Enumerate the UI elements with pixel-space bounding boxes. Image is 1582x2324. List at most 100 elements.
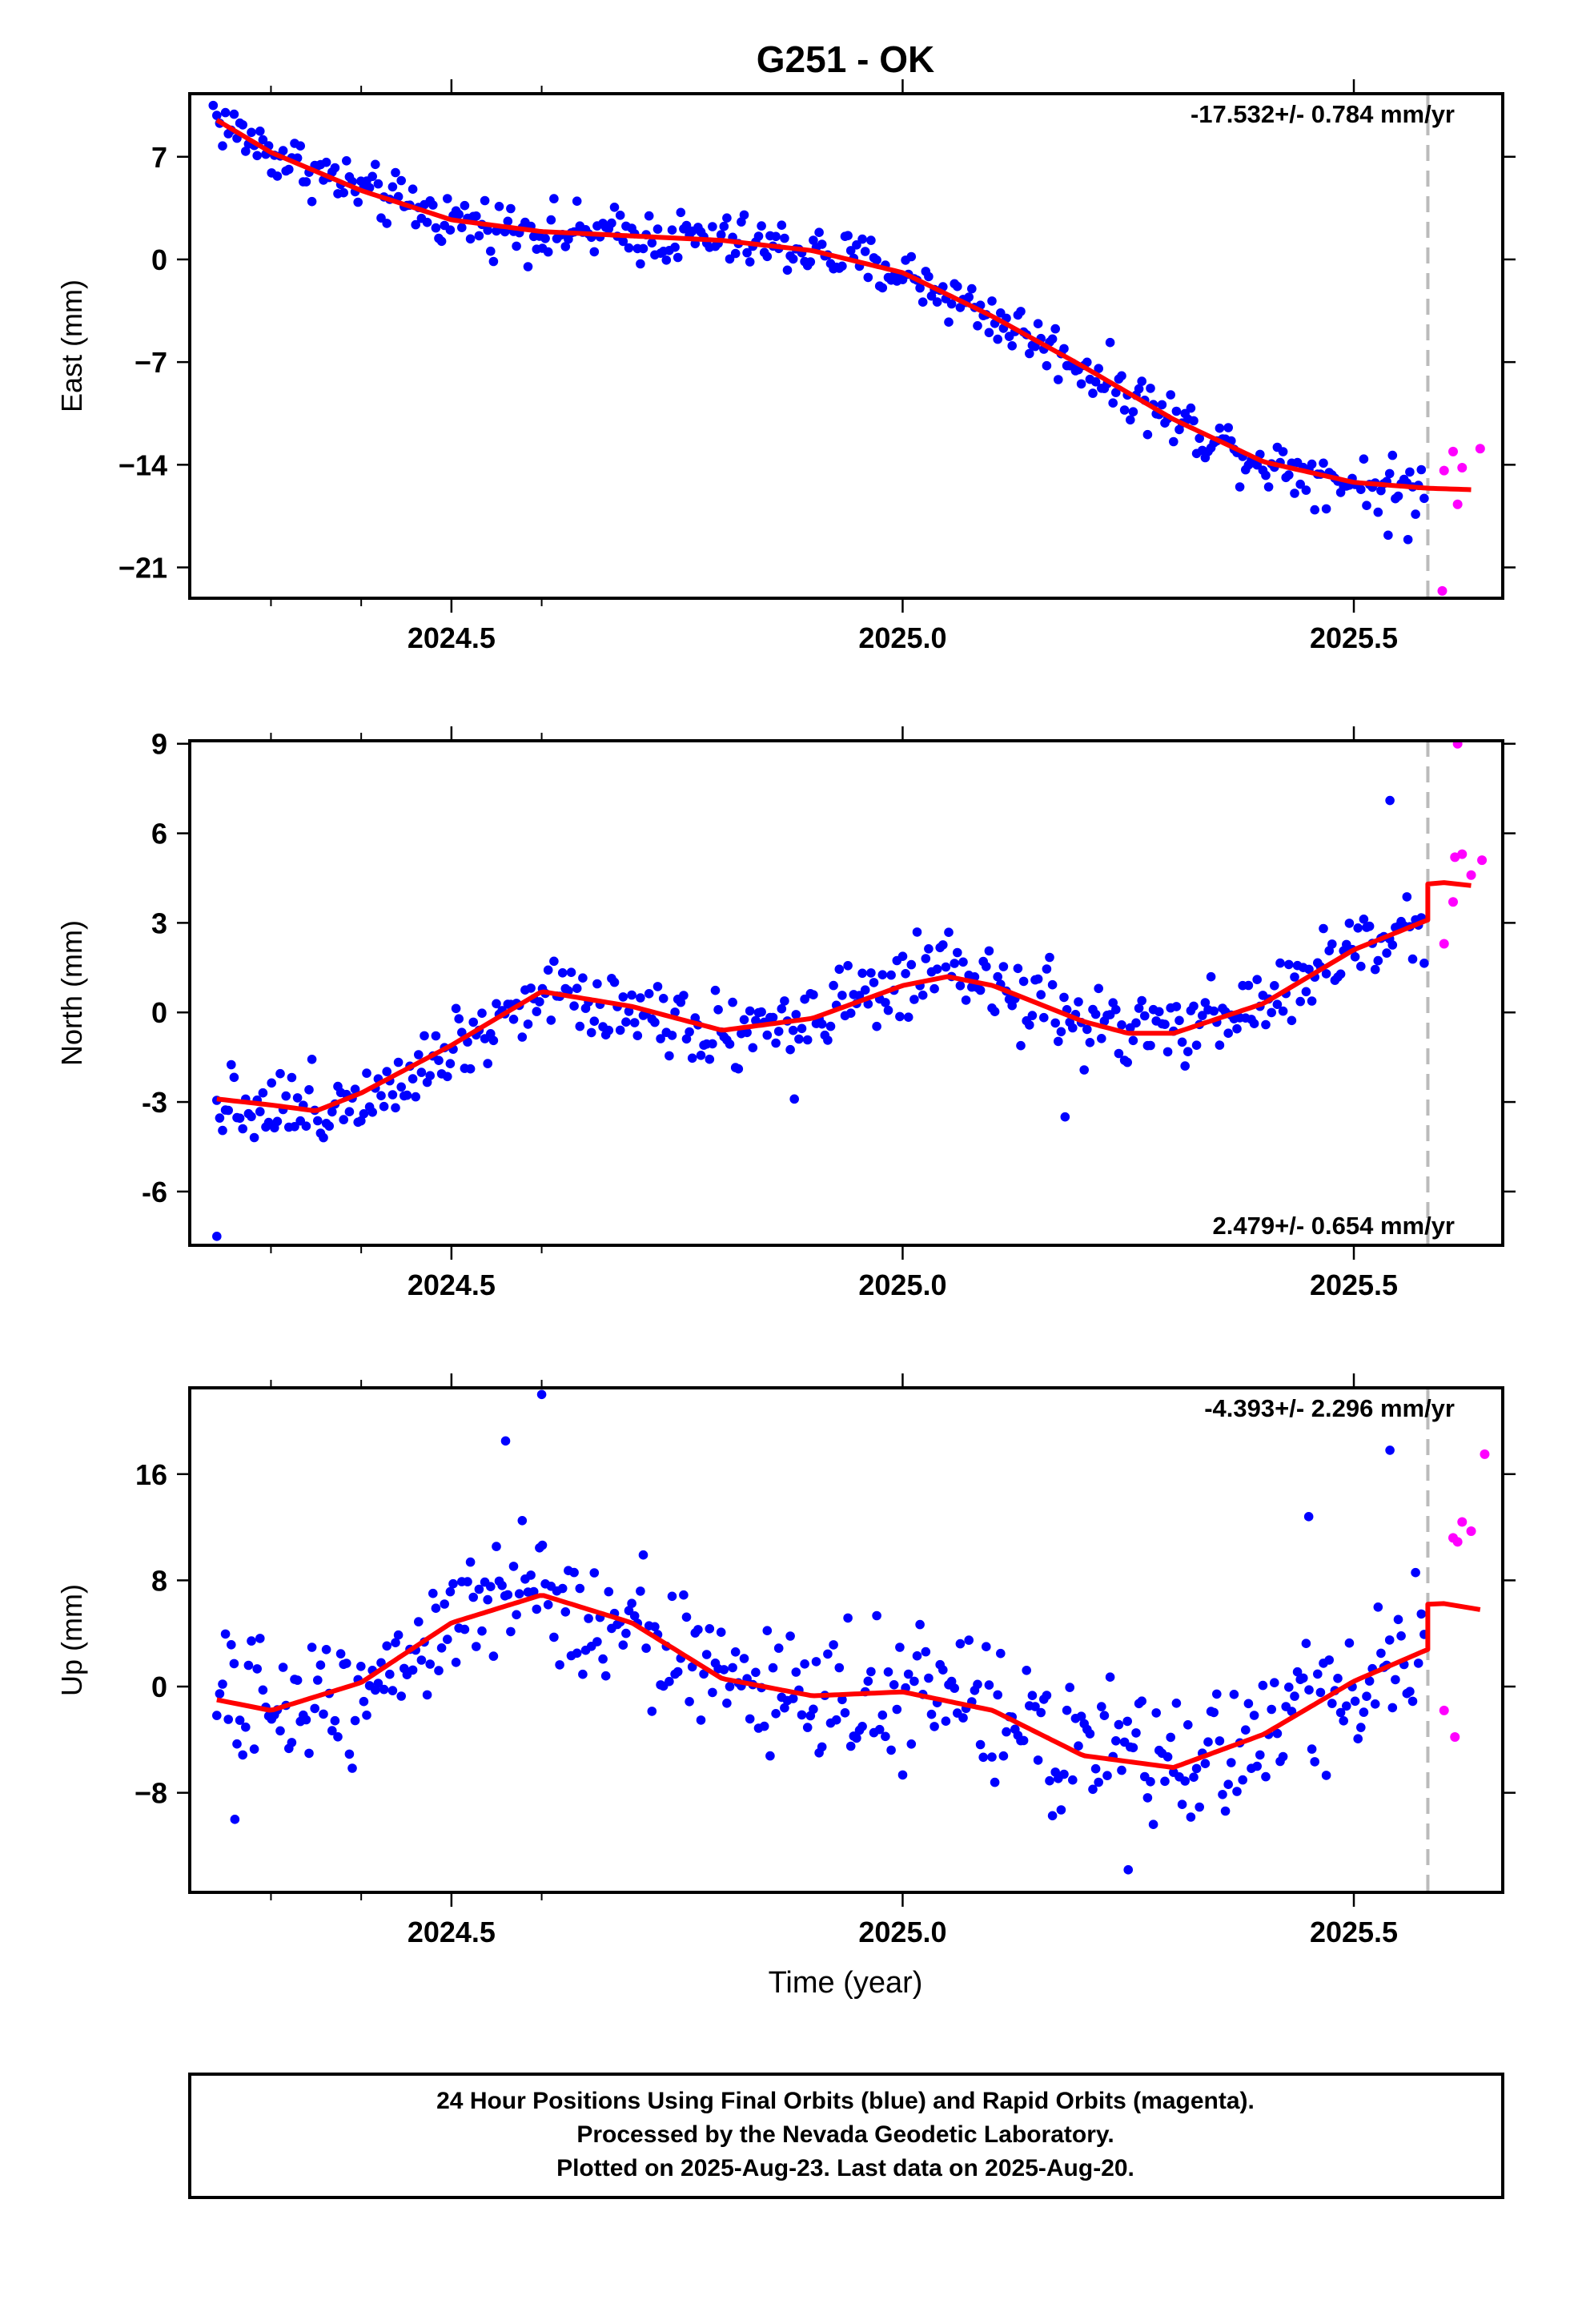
final-point <box>1304 964 1314 975</box>
final-point <box>379 1684 389 1695</box>
final-point-outlier <box>1123 1865 1134 1875</box>
final-point <box>811 1657 821 1667</box>
final-point <box>866 235 876 245</box>
final-point <box>1255 1750 1265 1760</box>
final-point <box>218 141 227 151</box>
final-point <box>526 983 536 993</box>
final-point <box>258 1088 268 1098</box>
final-point <box>719 1665 729 1675</box>
final-point <box>436 1643 447 1653</box>
final-point <box>287 1738 297 1747</box>
final-point <box>382 219 392 228</box>
final-point <box>564 986 573 995</box>
final-point <box>382 1641 392 1651</box>
final-point <box>1252 975 1262 984</box>
final-point <box>725 1039 735 1049</box>
final-point <box>506 1626 516 1637</box>
final-point <box>1324 1655 1334 1665</box>
final-point <box>751 1667 761 1678</box>
final-point <box>560 242 571 251</box>
final-point <box>710 985 721 995</box>
final-point <box>589 247 600 257</box>
x-tick-label: 2024.5 <box>408 1269 496 1301</box>
final-point <box>1119 405 1130 415</box>
final-point <box>486 246 496 256</box>
final-point <box>468 1017 478 1027</box>
final-point <box>797 1023 807 1034</box>
final-point <box>1215 423 1225 433</box>
final-point <box>733 1063 744 1074</box>
final-point <box>670 242 680 252</box>
final-point <box>1198 1011 1207 1020</box>
final-point <box>488 1651 499 1661</box>
final-point <box>497 1581 507 1590</box>
velocity-label: 2.479+/- 0.654 mm/yr <box>1213 1212 1455 1240</box>
final-point <box>1243 980 1254 991</box>
final-point <box>993 334 1002 344</box>
rapid-point <box>1439 465 1449 476</box>
final-point <box>1085 1038 1095 1047</box>
final-point <box>292 1093 303 1103</box>
final-point-outlier <box>230 1815 240 1824</box>
final-point <box>794 1034 804 1044</box>
rapid-point <box>1448 897 1459 907</box>
final-point <box>353 197 363 207</box>
final-point <box>396 1082 407 1092</box>
final-point <box>921 1647 931 1657</box>
final-point <box>872 1021 881 1031</box>
final-point <box>569 1001 579 1011</box>
final-point <box>1301 485 1311 495</box>
final-point <box>304 1748 314 1759</box>
final-point <box>1183 1047 1193 1056</box>
y-tick-label: 7 <box>151 141 167 174</box>
final-point <box>1232 1787 1242 1796</box>
final-point <box>938 940 948 950</box>
final-point <box>445 225 456 235</box>
final-point <box>701 1650 712 1659</box>
final-point <box>503 1590 513 1600</box>
final-point <box>1007 341 1017 351</box>
final-point <box>373 179 383 189</box>
final-point <box>1218 1790 1227 1799</box>
final-point <box>528 1586 539 1597</box>
final-point <box>445 1586 456 1597</box>
final-point <box>852 1733 861 1743</box>
final-point <box>220 107 231 118</box>
final-point <box>1261 470 1271 480</box>
final-point <box>1411 1567 1420 1578</box>
final-point <box>1056 1805 1066 1815</box>
final-point <box>477 1626 487 1636</box>
final-point <box>1036 1707 1046 1718</box>
final-point <box>1177 1037 1187 1047</box>
final-point <box>1102 1771 1112 1780</box>
rapid-point <box>1439 1705 1449 1715</box>
final-point <box>454 1014 464 1023</box>
final-point <box>687 1053 697 1063</box>
final-point <box>307 196 317 207</box>
final-point <box>575 1583 585 1594</box>
final-point <box>1335 969 1346 979</box>
final-point <box>990 1777 1000 1787</box>
final-point <box>863 1676 873 1687</box>
final-point <box>1319 458 1328 468</box>
final-point <box>356 1116 366 1126</box>
final-point <box>782 265 793 275</box>
final-point <box>1301 987 1311 997</box>
final-point <box>1373 955 1383 966</box>
final-point <box>1335 1707 1346 1718</box>
final-point <box>757 221 766 231</box>
y-tick-label: −8 <box>135 1777 167 1810</box>
final-point <box>771 231 781 242</box>
final-point <box>745 257 755 267</box>
final-point <box>1082 1024 1092 1035</box>
figure-title: G251 - OK <box>757 38 934 80</box>
rapid-point <box>1452 741 1463 749</box>
final-point <box>1278 447 1288 456</box>
final-point <box>546 1015 556 1025</box>
final-point <box>1206 971 1216 982</box>
final-point-outlier <box>1383 530 1393 541</box>
final-point <box>739 210 749 220</box>
final-point <box>950 959 959 968</box>
final-point <box>762 1626 773 1635</box>
final-point <box>1235 482 1245 492</box>
